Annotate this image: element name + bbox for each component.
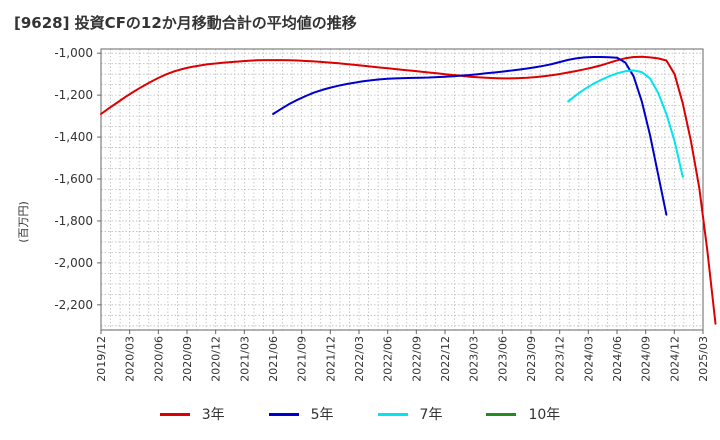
x-tick-label: 2020/09 xyxy=(181,336,194,382)
y-tick-label: -1,800 xyxy=(54,214,93,228)
x-tick-label: 2022/09 xyxy=(410,336,423,382)
y-tick-label: -1,200 xyxy=(54,88,93,102)
x-tick-label: 2022/06 xyxy=(382,336,395,382)
legend-item: 3年 xyxy=(159,404,225,424)
series-line-5年 xyxy=(272,56,668,216)
series-line-3年 xyxy=(100,55,717,325)
legend-swatch xyxy=(486,412,517,416)
legend-label: 10年 xyxy=(528,407,561,423)
chart-title: [9628] 投資CFの12か月移動合計の平均値の推移 xyxy=(14,14,357,32)
y-axis-ticks: -1,000 -1,200 -1,400 -1,600 -1,800 -2,000 -2,2… xyxy=(54,46,101,312)
x-tick-label: 2025/03 xyxy=(697,336,710,382)
y-tick-label: -1,600 xyxy=(54,172,93,186)
legend-label: 7年 xyxy=(419,407,443,423)
y-tick-label: -2,200 xyxy=(54,298,93,312)
series-line-7年 xyxy=(567,69,684,178)
x-tick-label: 2019/12 xyxy=(95,336,108,382)
x-tick-label: 2024/12 xyxy=(668,336,681,382)
legend-swatch xyxy=(159,412,190,416)
legend-label: 5年 xyxy=(310,407,334,423)
legend-swatch xyxy=(268,412,299,416)
legend-label: 3年 xyxy=(201,407,225,423)
series-lines xyxy=(100,55,717,325)
plot-area xyxy=(100,48,704,331)
x-tick-label: 2020/06 xyxy=(152,336,165,382)
y-tick-label: -2,000 xyxy=(54,256,93,270)
x-tick-label: 2021/06 xyxy=(267,336,280,382)
x-tick-label: 2024/06 xyxy=(611,336,624,382)
legend-item: 10年 xyxy=(486,404,560,424)
x-tick-label: 2021/12 xyxy=(324,336,337,382)
legend: 3年 5年 7年 10年 xyxy=(0,402,720,426)
legend-swatch xyxy=(377,412,408,416)
y-tick-label: -1,000 xyxy=(54,46,93,60)
x-tick-label: 2024/09 xyxy=(640,336,653,382)
grid-lines xyxy=(100,49,704,330)
x-tick-label: 2022/12 xyxy=(439,336,452,382)
x-axis-ticks: 2019/12 2020/03 2020/06 2020/09 2020/12 2021/… xyxy=(95,330,710,382)
x-tick-label: 2020/12 xyxy=(210,336,223,382)
x-tick-label: 2024/03 xyxy=(582,336,595,382)
legend-item: 5年 xyxy=(268,404,334,424)
x-tick-label: 2023/09 xyxy=(525,336,538,382)
x-tick-label: 2021/09 xyxy=(296,336,309,382)
x-tick-label: 2023/06 xyxy=(496,336,509,382)
x-tick-label: 2023/03 xyxy=(468,336,481,382)
x-tick-label: 2020/03 xyxy=(124,336,137,382)
legend-item: 7年 xyxy=(377,404,443,424)
x-tick-label: 2021/03 xyxy=(238,336,251,382)
x-tick-label: 2023/12 xyxy=(554,336,567,382)
y-tick-label: -1,400 xyxy=(54,130,93,144)
x-tick-label: 2022/03 xyxy=(353,336,366,382)
